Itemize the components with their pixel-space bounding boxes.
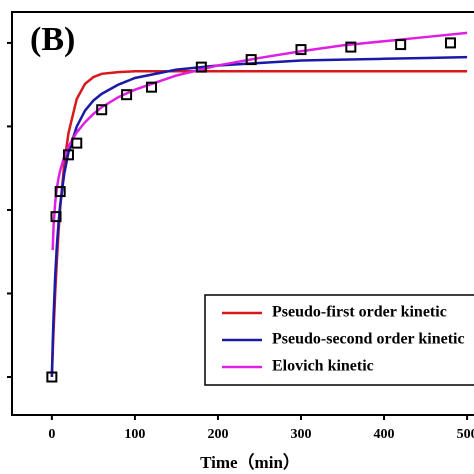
data-point [62,149,74,161]
data-point [195,61,207,73]
data-point [245,54,257,66]
data-point [146,81,158,93]
plot-frame [11,11,474,416]
x-tick-label: 200 [207,427,228,442]
data-point [54,186,66,198]
x-tick-label: 0 [48,427,55,442]
legend-label: Pseudo-second order kinetic [272,331,465,348]
x-tick-label: 300 [290,427,311,442]
panel-label: (B) [30,21,75,58]
data-point [395,39,407,51]
x-tick-label: 100 [124,427,145,442]
data-point [50,211,62,223]
data-point [71,137,83,149]
data-point [295,44,307,56]
legend-label: Elovich kinetic [272,358,374,375]
data-point [444,37,456,49]
x-axis-label: Time（min） [200,452,300,472]
data-point [46,371,58,383]
fit-line [50,55,468,378]
data-point [345,41,357,53]
x-tick-label: 500 [457,427,474,442]
data-point [121,89,133,101]
x-tick-label: 400 [374,427,395,442]
fit-line [51,31,468,251]
data-point [96,104,108,116]
legend-label: Pseudo-first order kinetic [272,304,447,321]
